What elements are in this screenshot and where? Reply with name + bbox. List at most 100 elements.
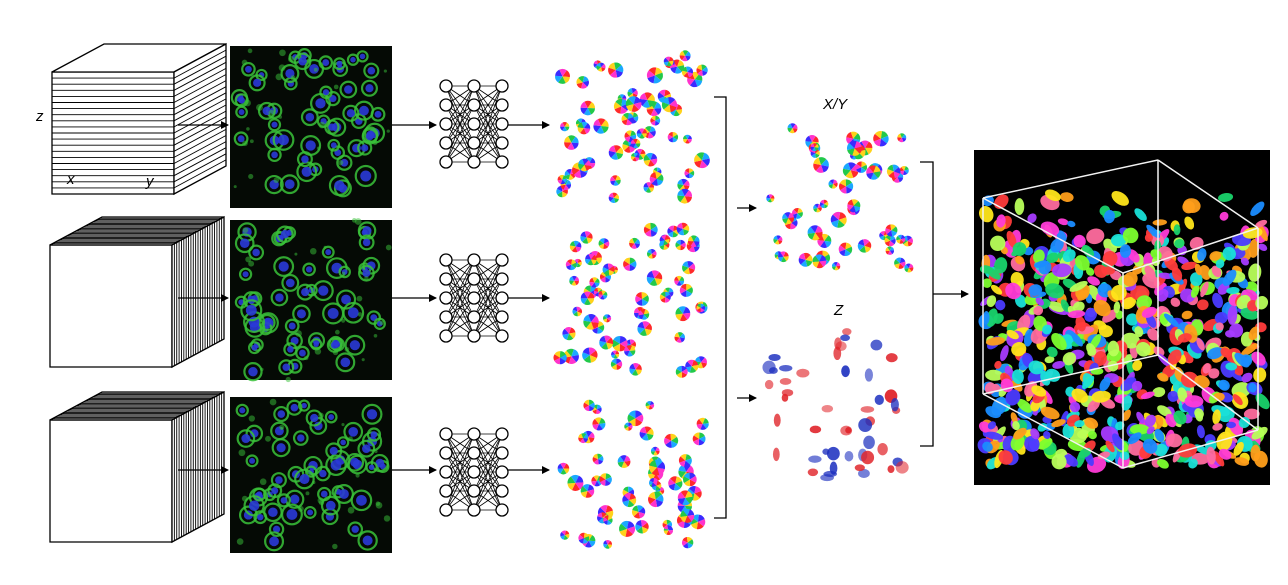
flow-sector: [577, 308, 583, 314]
nn-node: [467, 465, 481, 479]
flow-sector: [653, 102, 662, 109]
nucleus: [375, 458, 385, 468]
slice-line: [173, 116, 227, 146]
flow-sector: [591, 476, 597, 482]
3d-segmentation-render: [974, 150, 1270, 485]
flow-sector: [673, 110, 680, 117]
flow-sector: [900, 238, 906, 243]
flow-sector: [621, 520, 629, 529]
nn-edge: [445, 433, 475, 473]
nn-edge: [445, 85, 475, 144]
flow-sector: [578, 538, 584, 544]
nn-node: [467, 484, 481, 498]
flow-sector: [608, 67, 616, 76]
nucleus: [290, 494, 300, 504]
flow-sector: [555, 75, 563, 83]
flow-sector: [678, 464, 687, 472]
nn-edge: [473, 259, 503, 337]
segmented-cell: [978, 421, 992, 433]
flow-sector: [680, 245, 685, 251]
flow-sector: [655, 447, 660, 452]
nucleus: [362, 269, 371, 278]
flow-sector: [610, 361, 617, 368]
flow-sector: [662, 522, 668, 528]
flow-sector: [768, 194, 773, 199]
flow-sector: [840, 242, 847, 250]
nn-node: [467, 503, 481, 517]
segmented-cell: [1251, 426, 1268, 440]
nucleus: [350, 457, 360, 467]
flow-sector: [603, 241, 610, 247]
segmented-cell: [1218, 192, 1234, 202]
cell: [286, 399, 303, 416]
segmented-cell: [1173, 224, 1181, 236]
flow-sector: [655, 485, 661, 491]
nucleus: [361, 144, 369, 152]
flow-sector: [612, 339, 620, 348]
flow-sector: [621, 119, 628, 126]
flow-sector: [650, 153, 658, 160]
flow-sector: [783, 256, 789, 262]
flow-sector: [846, 182, 854, 190]
flow-sector: [819, 260, 827, 267]
speckle: [357, 312, 363, 317]
segmented-cell: [996, 214, 1006, 228]
cell: [339, 80, 358, 99]
flow-sector: [553, 354, 561, 361]
flow-sector: [562, 76, 570, 84]
segmented-cell: [1069, 280, 1088, 292]
flow-sector: [642, 321, 650, 329]
combined-z-flow: [759, 324, 917, 487]
flow-sector: [632, 112, 638, 118]
flow-sector: [701, 64, 707, 71]
segmented-cell: [1006, 329, 1019, 340]
flow-sector: [581, 433, 587, 439]
segmented-cell: [1097, 451, 1110, 460]
flow-sector: [900, 234, 906, 240]
flow-sector: [589, 405, 595, 412]
flow-sector: [627, 91, 633, 97]
flow-sector: [649, 404, 655, 409]
flow-sector: [687, 539, 694, 545]
segmented-cell: [1042, 324, 1053, 335]
flow-sector: [675, 242, 681, 248]
flow-sector: [641, 433, 649, 441]
flow-sector: [620, 455, 627, 462]
flow-sector: [839, 249, 846, 256]
flow-sector: [644, 92, 653, 101]
flow-sector: [568, 135, 576, 143]
flow-sector: [633, 138, 638, 144]
nucleus: [328, 123, 336, 131]
z-flow-blob: [833, 346, 842, 361]
segmented-cell: [1071, 388, 1089, 403]
flow-sector: [832, 184, 837, 189]
flow-sector: [866, 167, 874, 174]
flow-sector: [594, 282, 600, 288]
flow-sector: [583, 123, 591, 129]
flow-sector: [629, 350, 636, 356]
segmented-cell: [1115, 421, 1125, 431]
flow-sector: [899, 261, 906, 268]
flow-sector: [607, 518, 613, 523]
cell: [357, 439, 376, 458]
flow-sector: [615, 98, 623, 107]
cell: [270, 472, 287, 489]
flow-sector: [861, 140, 869, 148]
flow-sector: [592, 327, 598, 334]
flow-sector: [655, 120, 660, 126]
flow-sector: [690, 241, 697, 248]
flow-sector: [571, 349, 579, 357]
flow-sector: [687, 72, 693, 78]
flow-sector: [880, 131, 889, 139]
segmented-cell: [1174, 238, 1185, 249]
flow-sector: [685, 139, 690, 144]
flow-sector: [556, 188, 563, 195]
segmented-cell: [1119, 451, 1130, 460]
flow-sector: [684, 190, 693, 197]
nn-node: [467, 98, 481, 112]
flow-sector: [629, 257, 636, 265]
flow-sector: [641, 292, 648, 299]
slice-line: [173, 129, 227, 158]
flow-sector: [676, 109, 683, 115]
flow-sector: [687, 78, 695, 86]
